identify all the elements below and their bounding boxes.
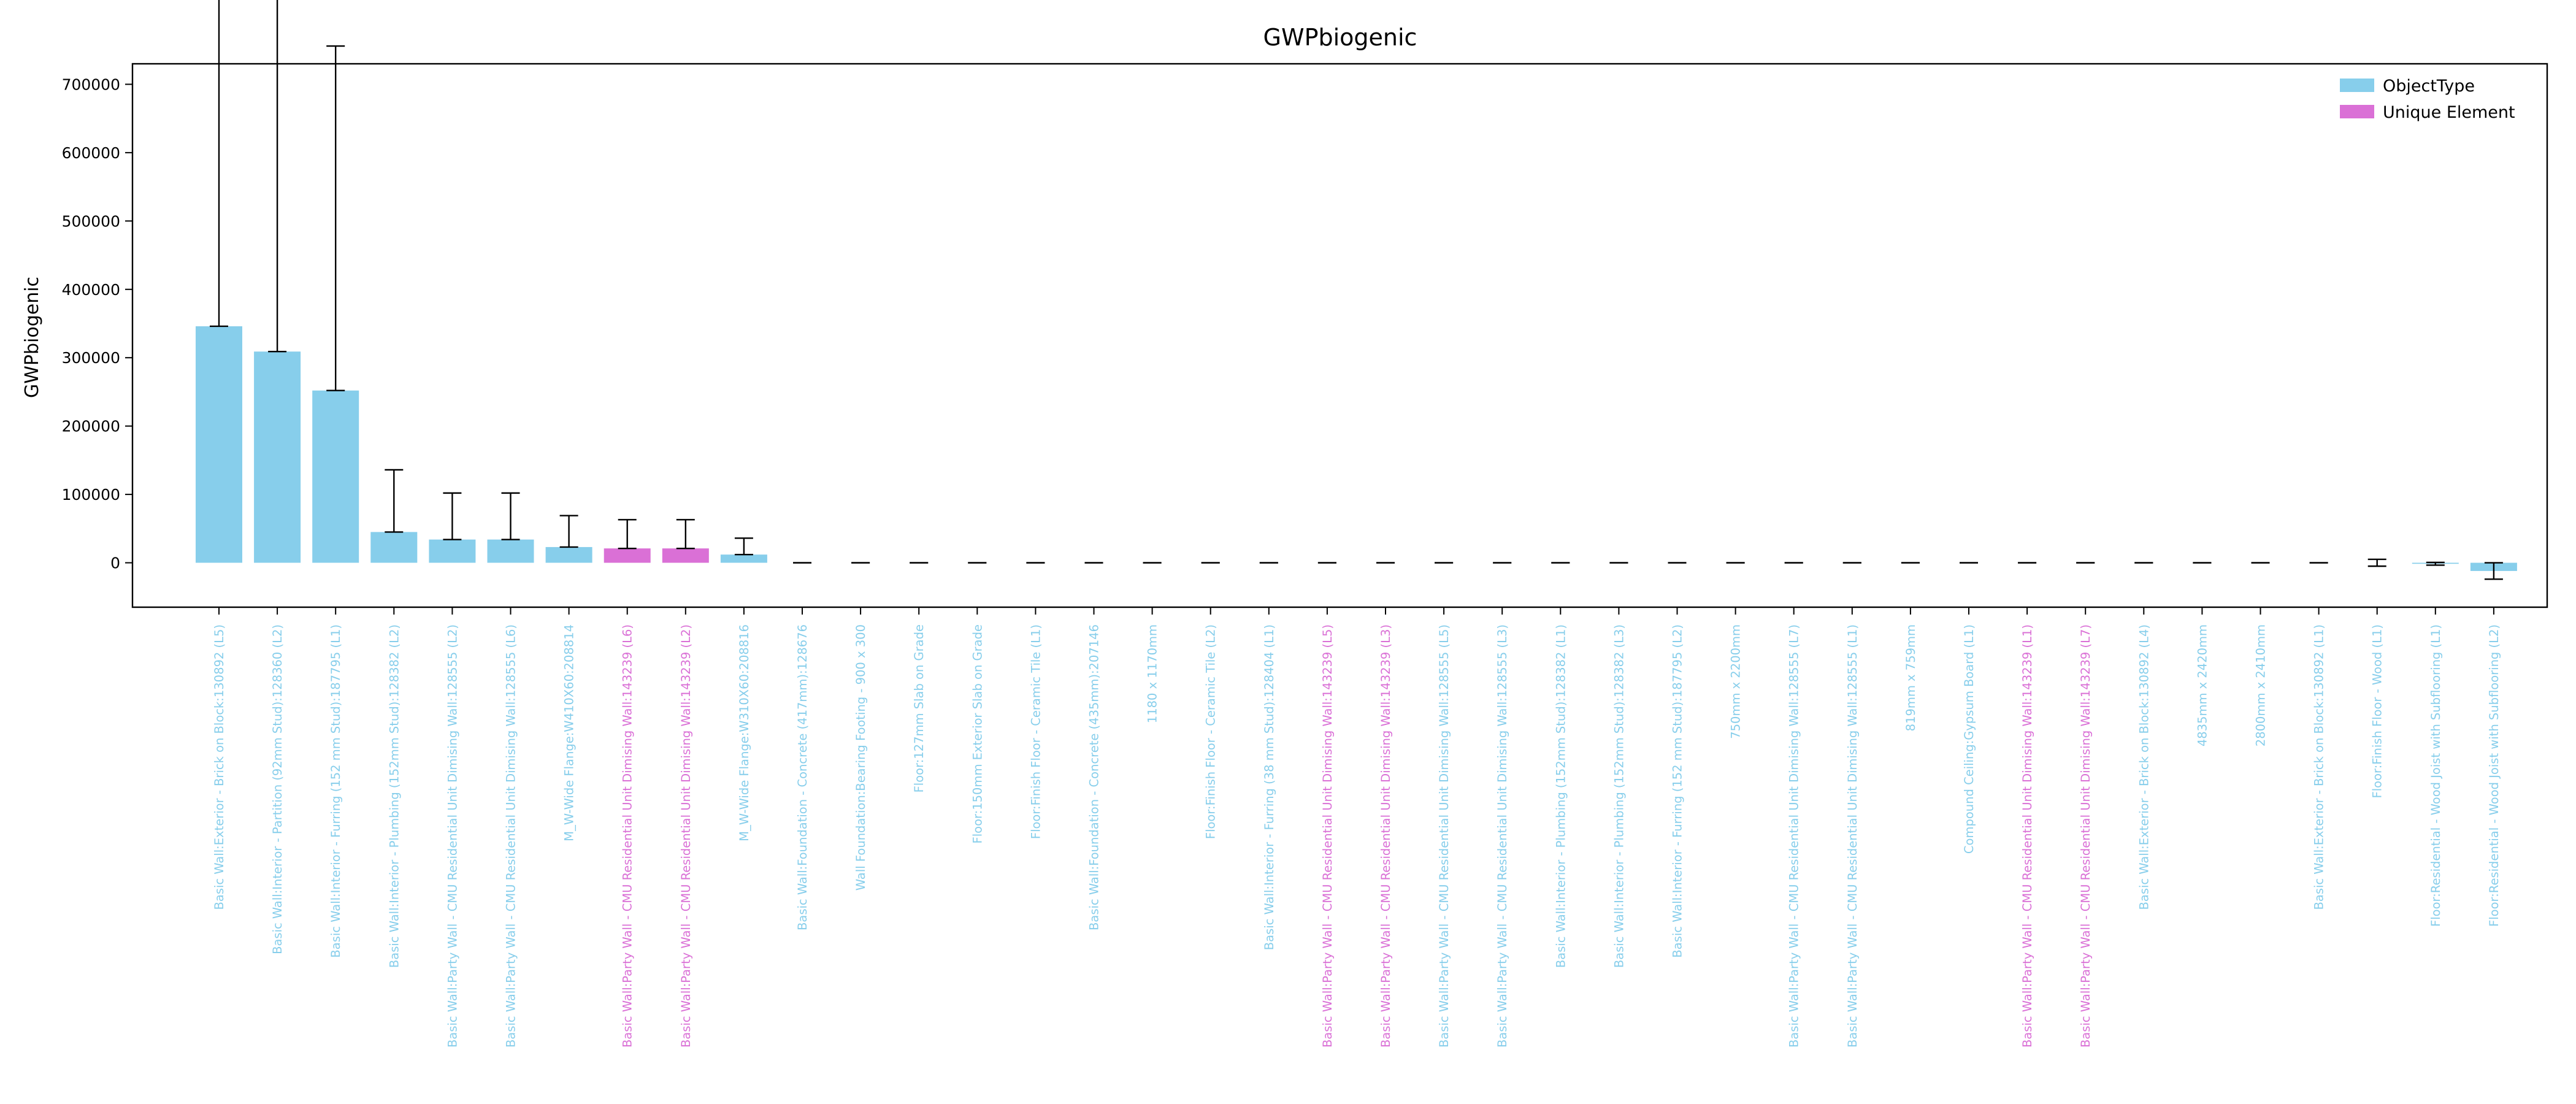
x-tick-label: Floor:150mm Exterior Slab on Grade — [970, 624, 984, 844]
x-tick-label: Basic Wall:Interior - Furring (152 mm St… — [329, 624, 343, 958]
y-tick-label: 600000 — [62, 144, 120, 162]
y-tick-label: 0 — [110, 554, 120, 572]
x-tick-label: Floor:Finish Floor - Ceramic Tile (L2) — [1204, 624, 1218, 839]
x-tick-label: Basic Wall:Interior - Plumbing (152mm St… — [1554, 624, 1568, 968]
legend-label-objecttype: ObjectType — [2383, 77, 2475, 96]
bar — [370, 532, 418, 563]
chart-title: GWPbiogenic — [1263, 24, 1417, 51]
legend-swatch-unique-element — [2340, 105, 2374, 118]
x-tick-label: 1180 x 1170mm — [1146, 624, 1160, 723]
x-tick-label: Basic Wall:Interior - Plumbing (152mm St… — [1612, 624, 1626, 968]
x-tick-label: 750mm x 2200mm — [1729, 624, 1743, 739]
x-tick-label: Basic Wall:Party Wall - CMU Residential … — [1846, 624, 1860, 1048]
x-tick-label: Basic Wall:Exterior - Brick on Block:130… — [2137, 624, 2151, 910]
x-tick-label: 4835mm x 2420mm — [2195, 624, 2209, 746]
bar — [254, 351, 301, 563]
bar — [487, 539, 534, 563]
x-tick-label: M_W-Wide Flange:W310X60:208816 — [737, 624, 751, 841]
plot-frame — [131, 63, 2548, 608]
x-tick-label: Floor:Finish Floor - Ceramic Tile (L1) — [1029, 624, 1043, 839]
y-tick-label: 500000 — [62, 212, 120, 230]
x-tick-label: 819mm x 759mm — [1904, 624, 1918, 731]
bar — [196, 326, 242, 563]
x-tick-label: Basic Wall:Interior - Furring (152 mm St… — [1671, 624, 1685, 958]
bar — [312, 390, 359, 563]
x-tick-label: Basic Wall:Foundation - Concrete (417mm)… — [795, 624, 810, 930]
x-tick-label: Floor:Finish Floor - Wood (L1) — [2371, 624, 2385, 798]
x-tick-label: Basic Wall:Exterior - Brick on Block:130… — [212, 624, 226, 910]
x-tick-label: Wall Foundation:Bearing Footing - 900 x … — [854, 624, 868, 891]
x-tick-label: Basic Wall:Foundation - Concrete (435mm)… — [1087, 624, 1102, 930]
x-tick-label: Floor:127mm Slab on Grade — [912, 624, 926, 792]
x-tick-label: Basic Wall:Interior - Plumbing (152mm St… — [387, 624, 401, 968]
x-tick-label: Basic Wall:Party Wall - CMU Residential … — [1787, 624, 1801, 1048]
x-tick-label: Basic Wall:Party Wall - CMU Residential … — [621, 624, 635, 1048]
x-tick-label: Basic Wall:Interior - Partition (92mm St… — [270, 624, 285, 954]
y-tick-label: 200000 — [62, 418, 120, 435]
x-tick-label: M_W-Wide Flange:W410X60:208814 — [562, 624, 577, 841]
bar — [720, 554, 767, 563]
x-tick-label: Basic Wall:Interior - Furring (38 mm Stu… — [1262, 624, 1276, 950]
x-tick-label: Compound Ceiling:Gypsum Board (L1) — [1962, 624, 1976, 854]
x-tick-label: Floor:Residential - Wood Joist with Subf… — [2429, 624, 2443, 927]
x-tick-label: Basic Wall:Party Wall - CMU Residential … — [2079, 624, 2093, 1048]
x-tick-label: Basic Wall:Party Wall - CMU Residential … — [1321, 624, 1335, 1048]
legend: ObjectType Unique Element — [2340, 77, 2515, 122]
x-tick-label: Basic Wall:Party Wall - CMU Residential … — [1379, 624, 1393, 1048]
x-tick-label: Basic Wall:Party Wall - CMU Residential … — [1437, 624, 1451, 1048]
x-tick-label: Basic Wall:Party Wall - CMU Residential … — [504, 624, 518, 1048]
y-tick-label: 400000 — [62, 281, 120, 299]
legend-swatch-objecttype — [2340, 79, 2374, 92]
bar — [662, 548, 709, 563]
x-tick-label: Basic Wall:Party Wall - CMU Residential … — [445, 624, 459, 1048]
y-tick-label: 100000 — [62, 486, 120, 504]
x-tick-label: Basic Wall:Party Wall - CMU Residential … — [679, 624, 693, 1048]
bar — [429, 539, 476, 563]
legend-label-unique-element: Unique Element — [2383, 103, 2515, 122]
y-tick-label: 300000 — [62, 349, 120, 367]
x-tick-label: 2800mm x 2410mm — [2254, 624, 2268, 746]
bar — [604, 548, 651, 563]
bar — [545, 546, 592, 563]
y-tick-label: 700000 — [62, 75, 120, 93]
plot-area: 0 100000 200000 300000 400000 500000 600000 700… — [62, 0, 2517, 1048]
x-tick-label: Basic Wall:Exterior - Brick on Block:130… — [2312, 624, 2326, 910]
x-tick-label: Basic Wall:Party Wall - CMU Residential … — [1495, 624, 1509, 1048]
y-axis-label: GWPbiogenic — [21, 277, 43, 398]
x-tick-label: Basic Wall:Party Wall - CMU Residential … — [2020, 624, 2034, 1048]
x-tick-label: Floor:Residential - Wood Joist with Subf… — [2487, 624, 2501, 927]
